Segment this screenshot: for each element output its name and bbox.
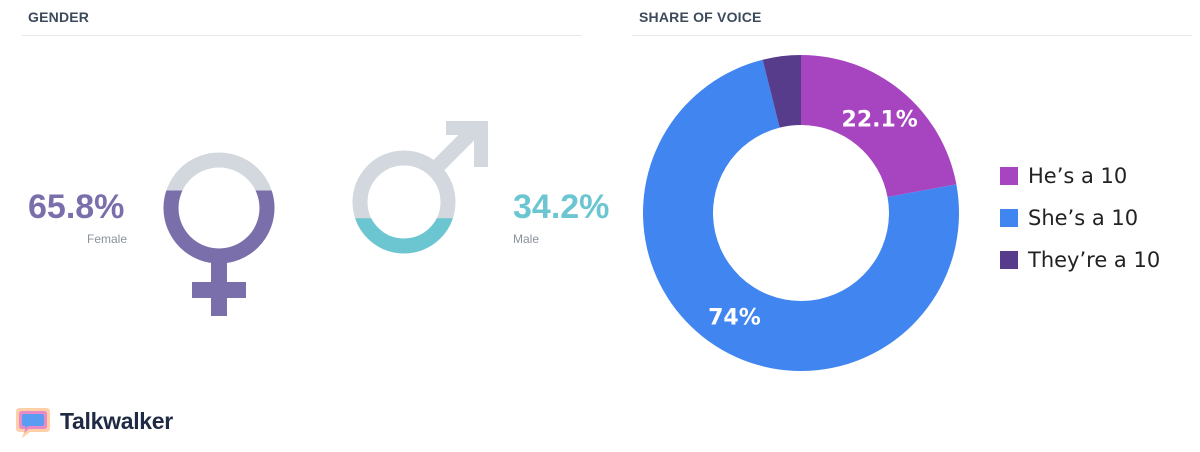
legend-label: She’s a 10 xyxy=(1028,206,1139,230)
male-label: Male xyxy=(513,232,540,246)
donut-slice-3 xyxy=(762,55,801,128)
legend-item-hes-a-10: He’s a 10 xyxy=(1000,164,1128,188)
brand-name: Talkwalker xyxy=(60,407,173,434)
gender-divider xyxy=(22,35,582,36)
male-symbol-icon xyxy=(352,121,488,254)
legend-swatch xyxy=(1000,209,1018,227)
share-divider xyxy=(632,35,1192,36)
talkwalker-logo: Talkwalker xyxy=(14,402,173,440)
legend-swatch xyxy=(1000,251,1018,269)
male-ring-fill xyxy=(355,218,453,254)
legend-item-theyre-a-10: They’re a 10 xyxy=(1000,248,1161,272)
gender-title: GENDER xyxy=(28,9,90,25)
legend-label: They’re a 10 xyxy=(1028,248,1161,272)
female-ring-fill xyxy=(163,190,275,264)
donut-data-label: 74% xyxy=(708,305,761,330)
donut-slice-1 xyxy=(801,55,957,198)
legend-swatch xyxy=(1000,167,1018,185)
female-percent: 65.8% xyxy=(28,188,125,226)
donut-data-label: 22.1% xyxy=(842,107,918,132)
male-arrow-head xyxy=(446,121,488,167)
donut-slice-2 xyxy=(643,59,959,372)
legend-label: He’s a 10 xyxy=(1028,164,1128,188)
female-crossbar xyxy=(192,282,246,298)
female-label: Female xyxy=(87,232,128,246)
talkwalker-logo-icon xyxy=(16,408,50,438)
share-of-voice-title: SHARE OF VOICE xyxy=(639,9,762,25)
male-percent: 34.2% xyxy=(513,188,610,226)
legend-item-shes-a-10: She’s a 10 xyxy=(1000,206,1139,230)
female-symbol-icon xyxy=(163,152,275,316)
